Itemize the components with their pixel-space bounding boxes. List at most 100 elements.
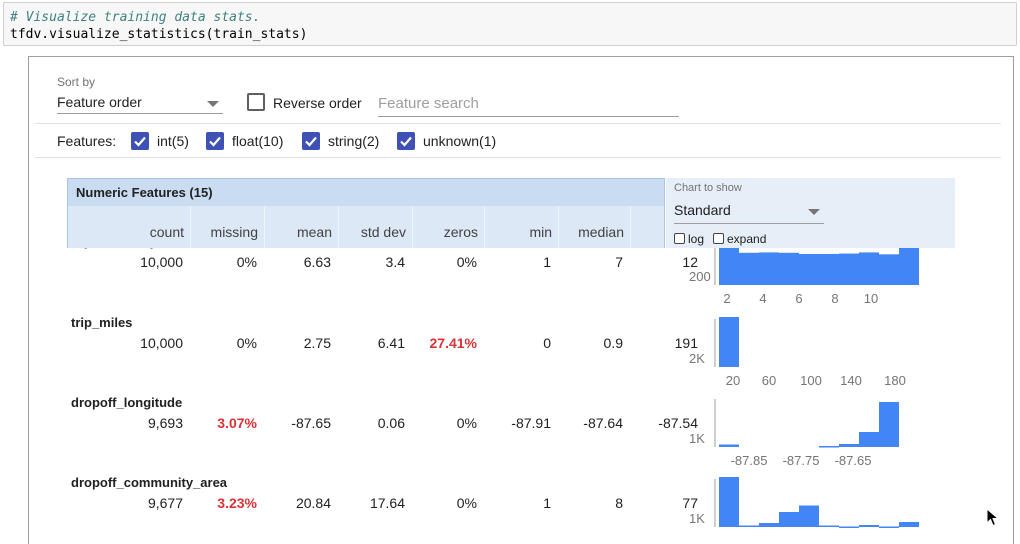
int-checkbox-label: int(5) bbox=[157, 133, 189, 149]
feature-name[interactable]: trip_miles bbox=[71, 315, 133, 330]
column-header-missing[interactable]: missing bbox=[210, 224, 258, 240]
caret-down-icon bbox=[207, 101, 219, 107]
stat-cell-mean: 2.75 bbox=[303, 335, 331, 351]
stat-cell-zeros: 0% bbox=[456, 415, 477, 431]
stat-cell-max: -87.54 bbox=[658, 415, 698, 431]
histogram-dropoff-longitude[interactable]: 1K -87.85 -87.75 -87.65 bbox=[675, 395, 935, 477]
x-tick-label: -87.85 bbox=[731, 453, 768, 468]
divider bbox=[35, 123, 1001, 124]
expand-label: expand bbox=[727, 232, 767, 246]
stat-cell-missing: 0% bbox=[236, 254, 257, 270]
divider bbox=[35, 157, 1001, 158]
stat-cell-min: 1 bbox=[543, 254, 551, 270]
chart-to-show-label: Chart to show bbox=[674, 182, 742, 194]
feature-name[interactable]: dropoff_longitude bbox=[71, 395, 183, 410]
sort-by-dropdown[interactable]: Feature order bbox=[57, 94, 223, 114]
y-tick-label: 200 bbox=[689, 269, 711, 284]
histogram-dropoff-community-area[interactable]: 1K bbox=[675, 475, 935, 544]
code-line: tfdv.visualize_statistics(train_stats) bbox=[10, 27, 308, 42]
chart-type-value: Standard bbox=[674, 202, 731, 218]
reverse-order-checkbox[interactable] bbox=[247, 93, 265, 111]
string-checkbox-label: string(2) bbox=[328, 133, 380, 149]
string-checkbox[interactable] bbox=[302, 132, 320, 150]
reverse-order-label: Reverse order bbox=[273, 95, 362, 111]
stat-cell-max: 191 bbox=[674, 335, 698, 351]
histogram-bar bbox=[859, 432, 879, 447]
expand-checkbox[interactable] bbox=[713, 233, 724, 244]
stat-cell-median: 8 bbox=[615, 495, 623, 511]
histogram-bar bbox=[859, 525, 879, 527]
caret-down-icon bbox=[808, 209, 820, 215]
checkmark-icon bbox=[134, 136, 146, 147]
y-tick-label: 1K bbox=[689, 511, 705, 526]
column-header-median[interactable]: median bbox=[578, 224, 624, 240]
x-tick-label: -87.75 bbox=[783, 453, 820, 468]
histogram-bar bbox=[799, 253, 819, 285]
x-tick-label: 140 bbox=[840, 373, 862, 388]
float-checkbox-label: float(10) bbox=[232, 133, 284, 149]
numeric-features-header: Numeric Features (15) count missing mean st… bbox=[67, 178, 699, 248]
code-comment: # Visualize training data stats. bbox=[10, 10, 261, 25]
stat-cell-median: 7 bbox=[615, 254, 623, 270]
histogram-bar bbox=[759, 252, 779, 285]
stat-cell-min: 0 bbox=[543, 335, 551, 351]
feature-search-input[interactable]: Feature search bbox=[378, 91, 679, 117]
histogram-bar bbox=[879, 526, 899, 528]
stat-cell-zeros: 0% bbox=[456, 254, 477, 270]
histogram-bar bbox=[839, 526, 859, 528]
histogram-bar bbox=[819, 525, 839, 527]
histogram-bar bbox=[879, 254, 899, 285]
x-tick-label: 20 bbox=[726, 373, 740, 388]
facets-overview-panel: Sort by Feature order Reverse order Feat… bbox=[28, 56, 1014, 544]
x-tick-label: 6 bbox=[795, 291, 802, 306]
stat-cell-max: 77 bbox=[682, 495, 698, 511]
histogram-bar bbox=[839, 444, 859, 447]
chart-type-dropdown[interactable]: Standard bbox=[674, 202, 824, 224]
histogram-bar bbox=[719, 444, 739, 447]
table-title: Numeric Features (15) bbox=[76, 185, 213, 200]
column-separator bbox=[190, 206, 191, 248]
code-cell[interactable]: # Visualize training data stats. tfdv.vi… bbox=[3, 2, 1017, 46]
x-tick-label: 10 bbox=[864, 291, 878, 306]
histogram-trip-miles[interactable]: 2K 20 60 100 140 180 bbox=[675, 315, 935, 397]
float-checkbox[interactable] bbox=[206, 132, 224, 150]
log-label: log bbox=[688, 232, 705, 246]
checkmark-icon bbox=[305, 136, 317, 147]
column-header-min[interactable]: min bbox=[529, 224, 552, 240]
histogram-trip-start-day[interactable]: 200 2 4 6 8 10 bbox=[675, 233, 935, 315]
stat-cell-mean: 6.63 bbox=[303, 254, 331, 270]
unknown-checkbox[interactable] bbox=[397, 132, 415, 150]
x-tick-label: -87.65 bbox=[835, 453, 872, 468]
stat-cell-mean: -87.65 bbox=[291, 415, 331, 431]
column-separator bbox=[338, 206, 339, 248]
x-tick-label: 2 bbox=[723, 291, 730, 306]
histogram-bar bbox=[819, 446, 839, 448]
stat-cell-count: 9,677 bbox=[147, 495, 183, 511]
histogram-bar bbox=[819, 253, 839, 285]
feature-name[interactable]: dropoff_community_area bbox=[71, 475, 228, 490]
features-label: Features: bbox=[57, 133, 117, 149]
stat-cell-count: 9,693 bbox=[147, 415, 183, 431]
stat-cell-std-dev: 6.41 bbox=[377, 335, 405, 351]
unknown-checkbox-label: unknown(1) bbox=[423, 133, 497, 149]
column-header-count[interactable]: count bbox=[149, 224, 184, 240]
column-header-mean[interactable]: mean bbox=[296, 224, 332, 240]
sort-by-value: Feature order bbox=[57, 94, 142, 110]
stat-cell-std-dev: 3.4 bbox=[385, 254, 405, 270]
mouse-pointer-icon bbox=[986, 508, 1000, 527]
column-separator bbox=[264, 206, 265, 248]
int-checkbox[interactable] bbox=[131, 132, 149, 150]
histogram-bar bbox=[879, 402, 899, 447]
stat-cell-median: -87.64 bbox=[583, 415, 623, 431]
histogram-bar bbox=[779, 252, 799, 285]
column-header-zeros[interactable]: zeros bbox=[443, 224, 478, 240]
stat-cell-min: -87.91 bbox=[511, 415, 551, 431]
histogram-bar bbox=[839, 253, 859, 285]
log-checkbox[interactable] bbox=[674, 233, 685, 244]
histogram-bar bbox=[739, 525, 759, 527]
column-header-std-dev[interactable]: std dev bbox=[360, 224, 406, 240]
y-tick-label: 1K bbox=[689, 431, 705, 446]
stat-cell-zeros: 27.41% bbox=[429, 335, 477, 351]
stat-cell-max: 12 bbox=[682, 254, 698, 270]
